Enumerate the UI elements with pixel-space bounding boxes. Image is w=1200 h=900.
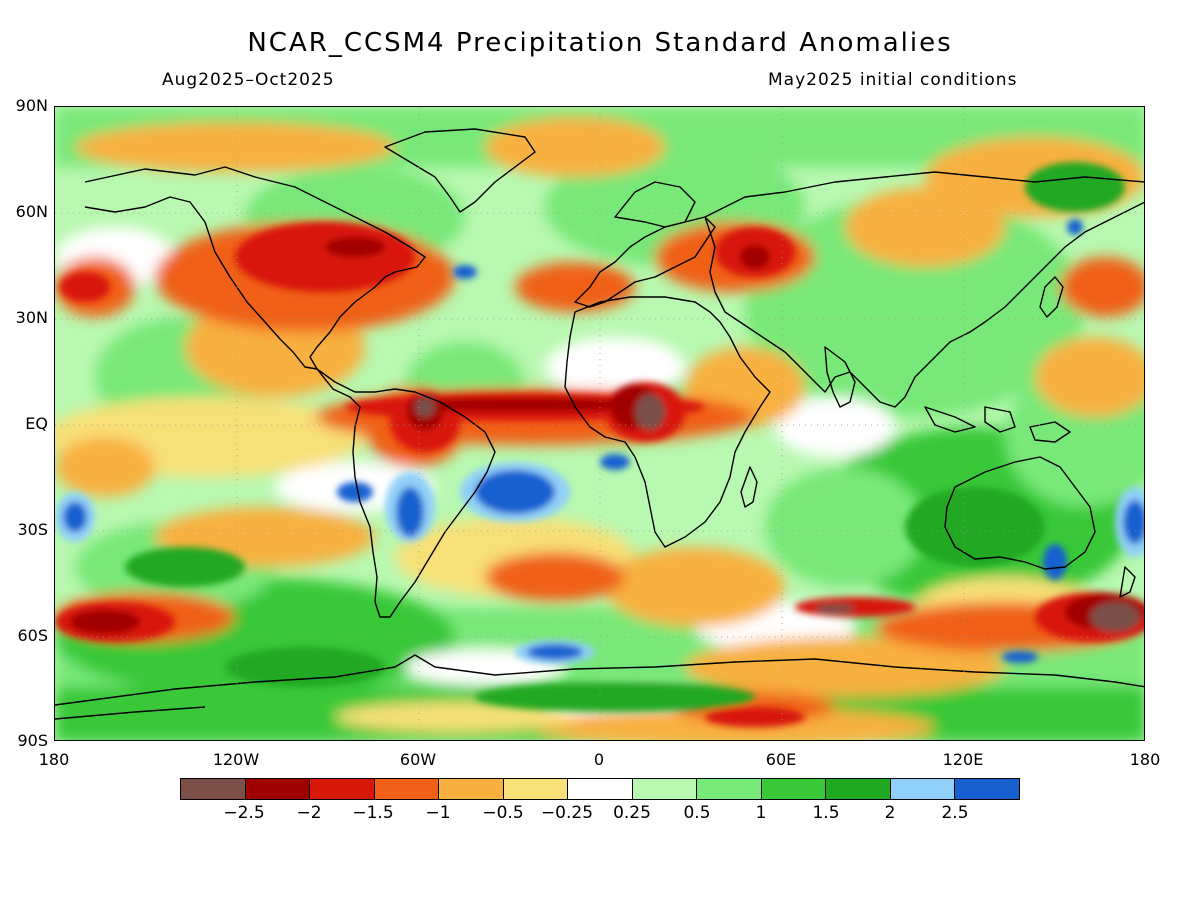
colorbar-swatch (503, 779, 569, 799)
map-canvas (55, 107, 1144, 740)
lon-label-0: 0 (593, 750, 605, 769)
initial-conditions-label: May2025 initial conditions (768, 70, 1018, 90)
lat-label-90n: 90N (15, 96, 48, 115)
colorbar-label: 0.25 (613, 803, 651, 823)
precipitation-anomaly-map (54, 106, 1145, 741)
colorbar (180, 778, 1020, 800)
colorbar-swatch (568, 779, 633, 799)
lon-label-60w: 60W (399, 750, 437, 769)
colorbar-label: 2.5 (941, 803, 969, 823)
anomaly-field-strong (55, 162, 1144, 727)
map-title: NCAR_CCSM4 Precipitation Standard Anomal… (247, 28, 953, 58)
colorbar-swatch (890, 779, 956, 799)
season-label: Aug2025–Oct2025 (162, 70, 335, 90)
lon-label-180w: 180 (38, 750, 70, 769)
lon-label-180e: 180 (1129, 750, 1161, 769)
colorbar-swatch (632, 779, 698, 799)
lat-label-30n: 30N (15, 308, 48, 327)
colorbar-label: −2.5 (223, 803, 265, 823)
colorbar-label: −1 (425, 803, 451, 823)
lat-label-eq: EQ (25, 414, 48, 433)
colorbar-label: 1.5 (812, 803, 840, 823)
colorbar-swatch (955, 779, 1019, 799)
colorbar-label: −0.25 (540, 803, 594, 823)
lon-label-120w: 120W (212, 750, 260, 769)
lon-label-120e: 120E (942, 750, 984, 769)
colorbar-swatch (826, 779, 891, 799)
colorbar-label: 0.5 (683, 803, 711, 823)
colorbar-swatch (439, 779, 504, 799)
colorbar-swatch (310, 779, 375, 799)
colorbar-label: 1 (755, 803, 767, 823)
lat-label-30s: 30S (17, 520, 48, 539)
lat-label-60n: 60N (15, 202, 48, 221)
lat-label-60s: 60S (17, 626, 48, 645)
colorbar-label: 2 (884, 803, 896, 823)
coastlines (55, 128, 1144, 720)
colorbar-swatch (374, 779, 440, 799)
colorbar-label: −0.5 (482, 803, 524, 823)
colorbar-swatch (697, 779, 762, 799)
lon-label-60e: 60E (765, 750, 797, 769)
lat-label-90s: 90S (17, 731, 48, 750)
colorbar-swatch (181, 779, 246, 799)
colorbar-swatch (761, 779, 827, 799)
colorbar-label: −1.5 (352, 803, 394, 823)
colorbar-label: −2 (296, 803, 322, 823)
colorbar-swatch (245, 779, 311, 799)
